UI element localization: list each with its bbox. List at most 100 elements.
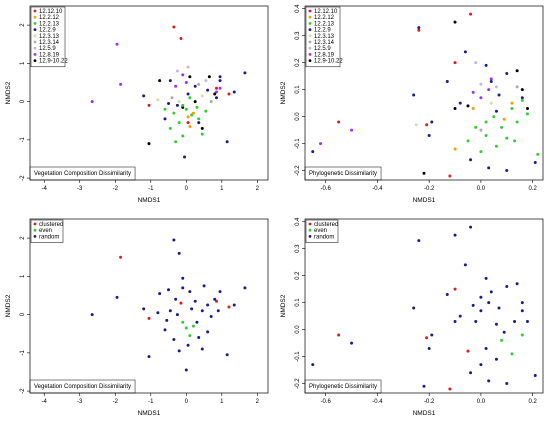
data-point bbox=[453, 20, 457, 24]
data-point bbox=[170, 96, 174, 100]
legend-label: 12.2.9 bbox=[39, 28, 56, 34]
data-point bbox=[119, 82, 123, 86]
legend-label: 12.2.13 bbox=[314, 21, 335, 27]
data-point bbox=[147, 142, 151, 146]
legend-marker bbox=[308, 22, 312, 25]
data-point bbox=[422, 171, 426, 175]
legend-label: 12.9-10.22 bbox=[39, 59, 68, 65]
y-tick-label: 2 bbox=[20, 236, 26, 240]
data-point bbox=[193, 299, 197, 303]
legend-marker bbox=[308, 40, 312, 44]
x-tick-label: 0.0 bbox=[477, 186, 486, 192]
data-point bbox=[209, 100, 213, 104]
data-point bbox=[494, 322, 498, 326]
data-point bbox=[479, 363, 483, 367]
data-point bbox=[206, 330, 210, 334]
data-point bbox=[489, 77, 493, 81]
data-point bbox=[489, 101, 493, 105]
data-point bbox=[515, 120, 519, 124]
x-axis-title: NMDS1 bbox=[413, 197, 436, 204]
data-point bbox=[214, 299, 218, 303]
plot-frame bbox=[29, 218, 269, 394]
data-point bbox=[445, 80, 449, 84]
data-point bbox=[412, 306, 416, 310]
data-point bbox=[311, 363, 315, 367]
data-point bbox=[479, 82, 483, 86]
data-point bbox=[474, 125, 478, 129]
x-axis-title: NMDS1 bbox=[413, 410, 436, 417]
legend-marker bbox=[308, 59, 312, 62]
data-point bbox=[425, 123, 429, 127]
data-point bbox=[177, 251, 181, 255]
x-tick-label: -3 bbox=[77, 399, 83, 405]
panel-vegetation-composition-structure: -4 -3 -2 -1 0 1 2 -2 -1 0 1 2 NMDS1 NMDS2 clustered eve… bbox=[0, 213, 275, 426]
data-point bbox=[487, 301, 491, 305]
data-point bbox=[513, 139, 517, 143]
data-point bbox=[227, 92, 231, 96]
legend-label: random bbox=[39, 234, 59, 240]
legend-label: 12.5.9 bbox=[314, 46, 331, 52]
data-point bbox=[505, 169, 509, 173]
data-point bbox=[474, 320, 478, 324]
data-point bbox=[204, 109, 208, 113]
legend: 12.12.1012.2.1212.2.1312.2.912.3.1312.3.… bbox=[30, 6, 68, 68]
data-point bbox=[225, 353, 229, 357]
y-tick-label: 0.4 bbox=[295, 217, 301, 226]
y-tick-label: -2 bbox=[20, 175, 26, 181]
data-point bbox=[200, 347, 204, 351]
data-point bbox=[453, 320, 457, 324]
x-axis-title: NMDS1 bbox=[138, 197, 161, 204]
y-tick-label: 0.2 bbox=[295, 271, 301, 280]
data-point bbox=[510, 107, 514, 111]
x-tick-label: -0.4 bbox=[372, 399, 383, 405]
data-point bbox=[184, 107, 188, 111]
data-point bbox=[197, 336, 201, 340]
data-point bbox=[218, 86, 222, 90]
data-point bbox=[417, 26, 421, 30]
data-point bbox=[184, 80, 188, 84]
y-axis-title: NMDS2 bbox=[5, 81, 12, 104]
x-tick-label: -4 bbox=[42, 399, 48, 405]
data-point bbox=[471, 90, 475, 94]
plot-frame bbox=[304, 218, 544, 394]
data-point bbox=[209, 315, 213, 319]
data-point bbox=[525, 107, 529, 111]
data-point bbox=[448, 174, 452, 178]
data-point bbox=[466, 104, 470, 108]
data-point bbox=[200, 132, 204, 136]
data-point bbox=[186, 115, 190, 119]
y-tick-label: -0.1 bbox=[295, 351, 301, 362]
legend-marker bbox=[308, 222, 312, 226]
data-point bbox=[479, 150, 483, 154]
data-point bbox=[453, 107, 457, 111]
data-point bbox=[533, 160, 537, 164]
data-point bbox=[502, 117, 506, 121]
legend-label: 12.2.13 bbox=[39, 21, 60, 27]
x-tick-label: 1 bbox=[220, 186, 224, 192]
y-tick-label: 0.3 bbox=[295, 244, 301, 253]
data-point bbox=[172, 111, 176, 115]
data-point bbox=[213, 297, 217, 301]
data-point bbox=[177, 121, 181, 125]
annotation-label: Vegetation Composition Dissimilarity bbox=[34, 171, 131, 177]
data-point bbox=[515, 85, 519, 89]
data-point bbox=[175, 69, 179, 73]
data-point bbox=[319, 142, 323, 146]
data-point bbox=[190, 113, 194, 117]
legend-marker bbox=[33, 59, 37, 62]
data-point bbox=[184, 326, 188, 330]
legend-marker bbox=[33, 46, 37, 50]
data-point bbox=[193, 100, 197, 104]
data-point bbox=[484, 133, 488, 137]
data-point bbox=[218, 290, 222, 294]
data-point bbox=[232, 303, 236, 307]
data-point bbox=[525, 112, 529, 116]
legend-label: 12.5.9 bbox=[39, 46, 56, 52]
data-point bbox=[484, 346, 488, 350]
y-tick-label: 0.0 bbox=[295, 325, 301, 334]
annotation-label: Phylogenetic Dissimilarity bbox=[309, 384, 377, 390]
data-point bbox=[497, 306, 501, 310]
legend-marker bbox=[308, 9, 312, 13]
data-point bbox=[227, 305, 231, 309]
plot-frame bbox=[29, 5, 269, 181]
